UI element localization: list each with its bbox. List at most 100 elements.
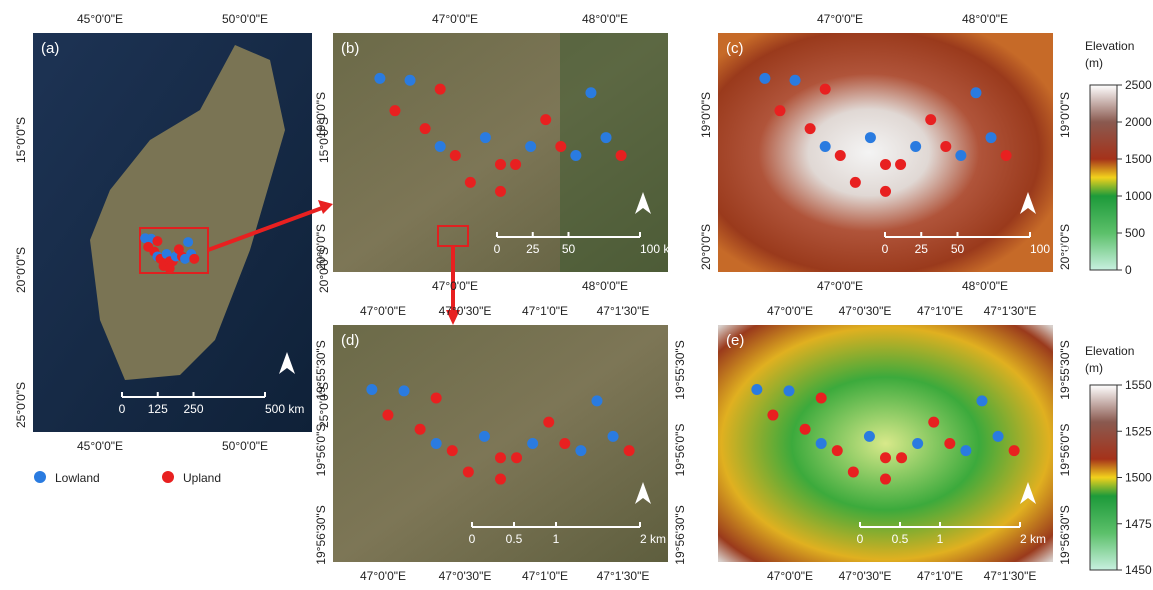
lon-label: 47°1'0"E <box>522 569 568 583</box>
lowland-site <box>608 431 619 442</box>
lat-label: 19°0'0"S <box>314 92 328 138</box>
scale-label: 0.5 <box>506 532 523 546</box>
upland-site <box>774 105 785 116</box>
upland-site <box>435 84 446 95</box>
upland-site <box>495 186 506 197</box>
upland-site <box>1009 445 1020 456</box>
upland-site <box>805 123 816 134</box>
lowland-site <box>910 141 921 152</box>
upland-site <box>1001 150 1012 161</box>
scale-label: 100 km <box>640 242 679 256</box>
lon-label: 47°0'0"E <box>817 279 863 293</box>
lon-label: 48°0'0"E <box>962 279 1008 293</box>
lon-label: 47°0'30"E <box>439 304 492 318</box>
scale-label: 25 <box>526 242 540 256</box>
scale-label: 0 <box>882 242 889 256</box>
lat-label: 19°56'0"S <box>673 424 687 477</box>
lowland-site <box>955 150 966 161</box>
upland-site <box>880 452 891 463</box>
upland-site <box>616 150 627 161</box>
upland-site <box>431 392 442 403</box>
lowland-site <box>431 438 442 449</box>
upland-site <box>880 474 891 485</box>
lat-label: 19°55'30"S <box>314 340 328 399</box>
upland-site <box>559 438 570 449</box>
legend-label: Lowland <box>55 471 100 485</box>
lowland-site <box>784 385 795 396</box>
lat-label: 19°56'30"S <box>314 505 328 564</box>
colorbar-tick-label: 1475 <box>1125 517 1152 531</box>
scale-label: 0 <box>119 402 126 416</box>
lowland-site <box>570 150 581 161</box>
scale-label: 0 <box>857 532 864 546</box>
lon-label: 47°1'0"E <box>522 304 568 318</box>
lowland-site <box>591 395 602 406</box>
upland-site <box>944 438 955 449</box>
upland-site <box>800 424 811 435</box>
panel-label: (e) <box>726 332 744 349</box>
lowland-site <box>759 73 770 84</box>
upland-site <box>465 177 476 188</box>
lon-label: 47°0'30"E <box>839 304 892 318</box>
upland-site <box>415 424 426 435</box>
lowland-site <box>479 431 490 442</box>
lowland-site <box>527 438 538 449</box>
scale-label: 2 km <box>1020 532 1046 546</box>
upland-site <box>820 84 831 95</box>
lowland-site <box>864 431 875 442</box>
lowland-site <box>986 132 997 143</box>
lowland-site <box>435 141 446 152</box>
upland-site <box>540 114 551 125</box>
upland-site <box>940 141 951 152</box>
legend-swatch <box>162 471 174 483</box>
panel-label: (a) <box>41 40 59 57</box>
scale-label: 0.5 <box>892 532 909 546</box>
lowland-site <box>525 141 536 152</box>
lowland-site <box>976 395 987 406</box>
upland-site <box>510 159 521 170</box>
scale-label: 250 <box>183 402 203 416</box>
colorbar-title: Elevation <box>1085 344 1134 358</box>
lon-label: 47°1'30"E <box>597 304 650 318</box>
upland-site <box>925 114 936 125</box>
lat-label: 19°56'30"S <box>1058 505 1072 564</box>
upland-site <box>495 159 506 170</box>
panel-label: (d) <box>341 332 359 349</box>
scale-label: 2 km <box>640 532 666 546</box>
scale-label: 125 <box>148 402 168 416</box>
upland-site <box>495 474 506 485</box>
upland-site <box>511 452 522 463</box>
lowland-site <box>366 384 377 395</box>
lowland-site <box>405 75 416 86</box>
colorbar-tick-label: 1500 <box>1125 471 1152 485</box>
lat-label: 25°0'0"S <box>14 382 28 428</box>
lat-label: 19°55'30"S <box>673 340 687 399</box>
lat-label: 19°56'30"S <box>673 505 687 564</box>
scale-label: 0 <box>494 242 501 256</box>
lon-label: 47°0'0"E <box>432 12 478 26</box>
colorbar <box>1090 85 1117 270</box>
lowland-site <box>183 237 193 247</box>
lon-label: 47°0'0"E <box>360 569 406 583</box>
lon-label: 50°0'0"E <box>222 439 268 453</box>
lat-label: 20°0'0"S <box>314 224 328 270</box>
upland-site <box>848 466 859 477</box>
lon-label: 45°0'0"E <box>77 12 123 26</box>
lon-label: 47°1'30"E <box>984 304 1037 318</box>
upland-site <box>463 466 474 477</box>
lat-label: 19°0'0"S <box>699 92 713 138</box>
lon-label: 48°0'0"E <box>962 12 1008 26</box>
upland-site <box>880 186 891 197</box>
upland-site <box>165 263 175 273</box>
colorbar-tick-label: 500 <box>1125 226 1145 240</box>
upland-site <box>447 445 458 456</box>
figure: Lowland Upland (a)45°0'0"E50°0'0"E45°0'0… <box>0 0 1153 585</box>
panel-label: (c) <box>726 40 744 57</box>
colorbar-tick-label: 1550 <box>1125 378 1152 392</box>
upland-site <box>880 159 891 170</box>
colorbar-tick-label: 2000 <box>1125 115 1152 129</box>
lowland-site <box>865 132 876 143</box>
upland-site <box>832 445 843 456</box>
upland-site <box>450 150 461 161</box>
lon-label: 47°0'30"E <box>439 569 492 583</box>
